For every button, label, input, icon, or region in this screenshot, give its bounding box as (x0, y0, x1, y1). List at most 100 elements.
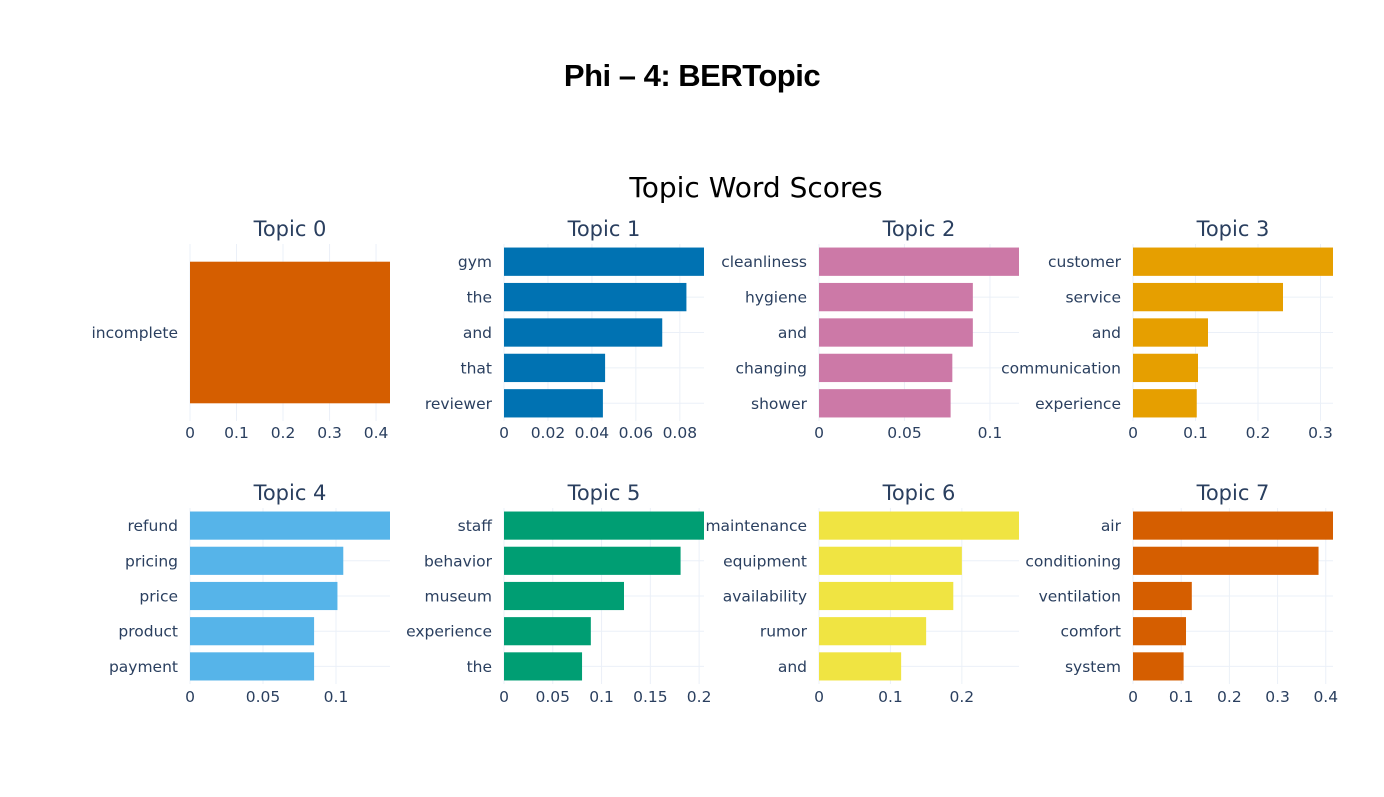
word-label: behavior (424, 552, 493, 570)
subplot-title: Topic 6 (882, 481, 956, 505)
subplot-title: Topic 2 (882, 217, 956, 241)
word-label: refund (127, 517, 178, 535)
word-label: cleanliness (721, 253, 807, 271)
word-label: gym (458, 253, 492, 271)
word-label: and (463, 324, 492, 342)
x-tick-label: 0.4 (364, 424, 389, 442)
bar-comfort (1133, 617, 1187, 646)
word-label: shower (751, 395, 808, 413)
x-tick-label: 0.05 (536, 688, 571, 706)
bar-system (1133, 652, 1184, 681)
subplot-topic-6: Topic 6 maintenance equipment availability r… (705, 481, 1019, 706)
x-tick-label: 0 (814, 688, 824, 706)
bar-and (1133, 318, 1208, 347)
x-tick-label: 0 (1128, 688, 1138, 706)
bar-cleanliness (819, 247, 1019, 276)
x-tick-label: 0 (185, 688, 195, 706)
word-label: rumor (760, 623, 808, 641)
subplot-title: Topic 0 (253, 217, 327, 241)
x-tick-label: 0.15 (633, 688, 668, 706)
bar-maintenance (819, 511, 1019, 540)
bar-museum (504, 581, 624, 611)
x-tick-label: 0.1 (324, 688, 349, 706)
subplot-title: Topic 4 (253, 481, 327, 505)
bar-and (819, 318, 973, 347)
x-tick-label: 0.2 (1217, 688, 1242, 706)
x-tick-label: 0.08 (663, 424, 698, 442)
bar-staff (504, 511, 704, 540)
bar-gym (504, 247, 704, 276)
word-label: equipment (723, 552, 807, 570)
word-label: conditioning (1025, 552, 1121, 570)
x-tick-label: 0.04 (575, 424, 610, 442)
subplot-topic-5: Topic 5 staff behavior museum experience the 0… (406, 481, 711, 706)
bar-product (190, 617, 315, 646)
subplot-panels: Topic 0 incomplete 0 0.1 0.2 0.3 0.4 Topic 1 gym… (91, 217, 1338, 706)
x-tick-label: 0.1 (978, 424, 1003, 442)
word-label: museum (425, 588, 492, 606)
word-label: pricing (125, 552, 178, 570)
bar-air (1133, 511, 1333, 540)
word-label: and (778, 324, 807, 342)
word-label: incomplete (91, 324, 178, 342)
bar-equipment (819, 546, 962, 575)
word-label: availability (723, 588, 807, 606)
x-tick-label: 0.1 (589, 688, 614, 706)
bar-and (819, 652, 902, 681)
x-tick-label: 0.3 (317, 424, 342, 442)
x-tick-label: 0.05 (246, 688, 281, 706)
x-tick-label: 0.1 (1183, 424, 1208, 442)
x-tick-label: 0.1 (1169, 688, 1194, 706)
word-label: changing (736, 359, 807, 377)
x-tick-label: 0.1 (224, 424, 249, 442)
bar-availability (819, 581, 954, 611)
word-label: the (467, 289, 492, 307)
word-label: communication (1001, 359, 1121, 377)
bar-hygiene (819, 282, 973, 312)
bar-payment (190, 652, 315, 681)
bar-behavior (504, 546, 681, 575)
x-tick-label: 0 (1128, 424, 1138, 442)
x-tick-label: 0.05 (887, 424, 922, 442)
bar-service (1133, 282, 1283, 312)
word-label: comfort (1061, 623, 1122, 641)
word-label: product (118, 623, 178, 641)
bar-the (504, 652, 583, 681)
bar-that (504, 353, 606, 383)
word-label: experience (1035, 395, 1121, 413)
bar-changing (819, 353, 953, 383)
x-tick-label: 0.06 (619, 424, 654, 442)
bar-reviewer (504, 389, 603, 418)
bar-communication (1133, 353, 1198, 383)
x-tick-label: 0.2 (687, 688, 712, 706)
chart-title: Topic Word Scores (628, 171, 882, 204)
subplot-topic-0: Topic 0 incomplete 0 0.1 0.2 0.3 0.4 (91, 217, 390, 442)
word-label: reviewer (425, 395, 493, 413)
bar-refund (190, 511, 390, 540)
x-tick-label: 0.02 (531, 424, 566, 442)
word-label: staff (458, 517, 493, 535)
bar-incomplete (190, 261, 390, 404)
subplot-topic-7: Topic 7 air conditioning ventilation comfort… (1025, 481, 1338, 706)
subplot-topic-2: Topic 2 cleanliness hygiene and changing show… (721, 217, 1019, 442)
bar-pricing (190, 546, 344, 575)
x-tick-label: 0 (499, 424, 509, 442)
word-label: price (139, 588, 178, 606)
subplot-title: Topic 7 (1196, 481, 1270, 505)
bar-price (190, 581, 338, 611)
bar-customer (1133, 247, 1333, 276)
x-tick-label: 0.2 (950, 688, 975, 706)
x-tick-label: 0.1 (878, 688, 903, 706)
word-label: the (467, 658, 492, 676)
bar-conditioning (1133, 546, 1319, 575)
x-tick-label: 0.2 (271, 424, 296, 442)
word-label: ventilation (1039, 588, 1121, 606)
subplot-topic-1: Topic 1 gym the and that reviewer 0 0.02 0.04 0.0… (425, 217, 704, 442)
word-label: and (778, 658, 807, 676)
word-label: hygiene (745, 289, 807, 307)
word-label: service (1065, 289, 1121, 307)
subplot-title: Topic 1 (567, 217, 641, 241)
subplot-title: Topic 3 (1196, 217, 1270, 241)
slide-title: Phi – 4: BERTopic (563, 58, 821, 93)
word-label: experience (406, 623, 492, 641)
